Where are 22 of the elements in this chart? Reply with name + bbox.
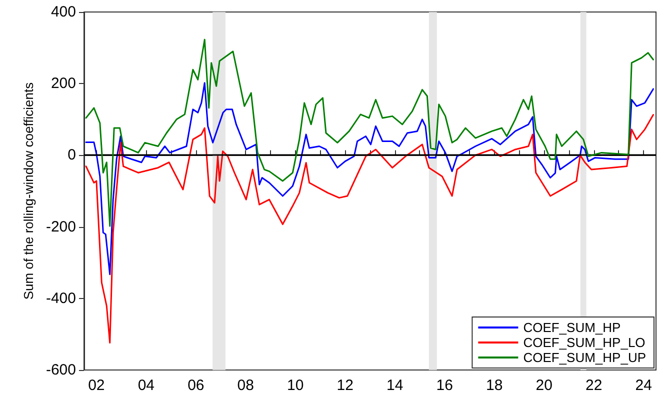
legend-label: COEF_SUM_HP_LO [523,335,646,350]
y-axis-title: Sum of the rolling-window coefficients [21,82,36,300]
y-tick-label: -200 [46,218,76,236]
x-tick-label: 10 [287,377,304,394]
x-tick-label: 02 [88,377,105,394]
legend-label: COEF_SUM_HP_UP [523,350,646,365]
x-tick-label: 06 [188,377,204,394]
x-tick-label: 20 [536,377,552,394]
x-tick-label: 16 [436,377,453,394]
y-tick-label: -600 [46,362,76,378]
y-tick-label: 200 [50,75,76,92]
x-tick-label: 22 [585,377,602,394]
x-tick-label: 04 [138,377,155,394]
x-tick-label: 12 [336,377,354,394]
y-tick-label: 0 [68,146,76,164]
y-tick-label: 400 [50,4,76,20]
x-tick-label: 14 [386,377,404,394]
x-tick-label: 08 [237,377,254,394]
x-tick-label: 18 [486,377,503,394]
x-tick-label: 24 [635,377,652,394]
y-tick-label: -400 [46,290,76,307]
legend-label: COEF_SUM_HP [523,320,621,335]
